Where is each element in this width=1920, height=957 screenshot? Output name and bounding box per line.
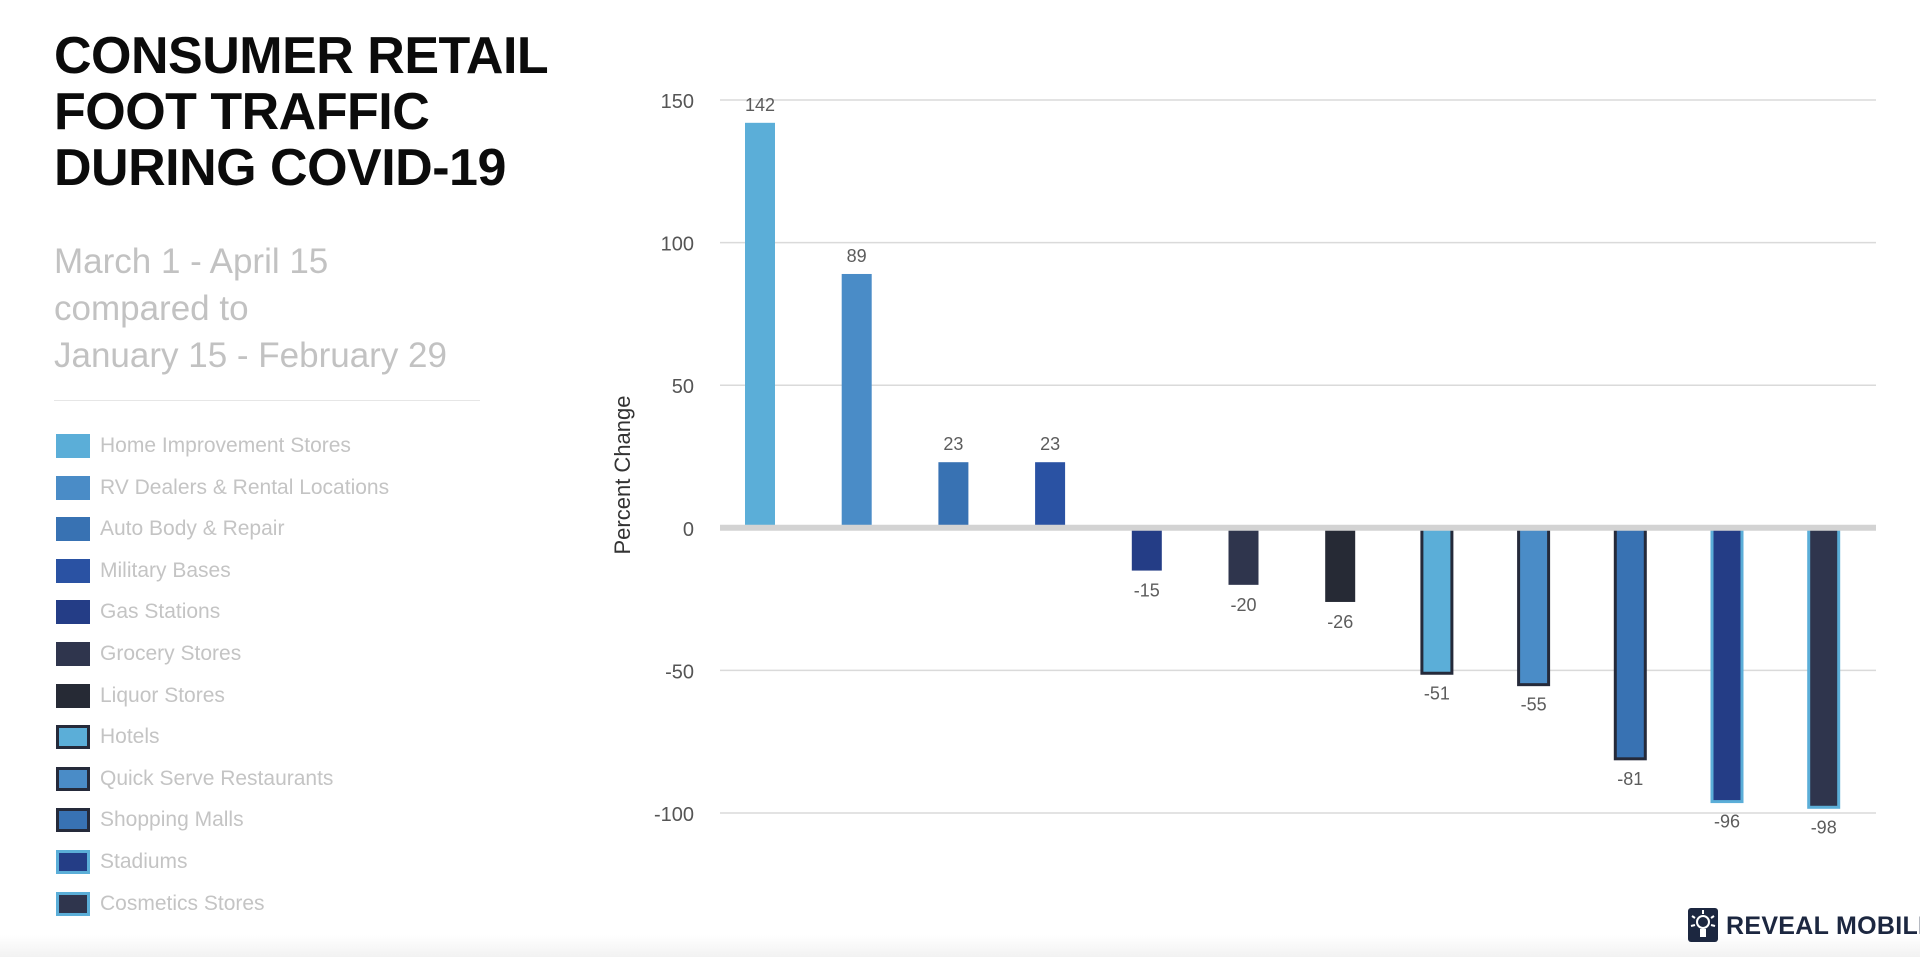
y-tick-label: 50 (672, 376, 694, 398)
bar (938, 462, 969, 528)
legend-swatch (56, 808, 90, 833)
bar (1035, 462, 1066, 528)
legend-item: Military Bases (56, 557, 476, 585)
subtitle-line-1: March 1 - April 15 (54, 242, 329, 281)
y-tick-label: 150 (661, 91, 694, 113)
legend-label: Grocery Stores (100, 642, 242, 665)
legend-label: Auto Body & Repair (100, 517, 285, 541)
legend-swatch (56, 434, 90, 458)
subtitle-line-3: January 15 - February 29 (54, 336, 447, 375)
bar (1325, 527, 1356, 602)
data-label: -26 (1327, 612, 1353, 632)
bar (1131, 527, 1162, 571)
bar (1710, 526, 1744, 804)
legend-swatch (56, 558, 90, 583)
legend-swatch (56, 725, 90, 750)
title-line-2: FOOT TRAFFIC (54, 83, 430, 141)
legend-label: Liquor Stores (100, 683, 225, 707)
legend-item: RV Dealers & Rental Locations (56, 474, 476, 502)
data-label: -15 (1134, 581, 1160, 601)
legend-item: Gas Stations (56, 598, 476, 626)
divider (54, 400, 480, 401)
brand-name: REVEAL MOBILE (1726, 912, 1920, 940)
legend-label: Cosmetics Stores (100, 891, 265, 915)
logo-icon (1688, 908, 1718, 942)
data-label: 89 (847, 246, 867, 266)
data-label: 23 (943, 434, 963, 454)
data-label: -20 (1230, 595, 1256, 615)
data-label: -98 (1811, 817, 1837, 837)
logo-text: REVEAL MOBILE™ (1726, 912, 1920, 940)
bar (1613, 526, 1647, 761)
bar (1807, 526, 1841, 809)
data-label: -55 (1521, 695, 1547, 715)
legend-label: Quick Serve Restaurants (100, 766, 334, 790)
legend-swatch (56, 766, 90, 791)
legend-item: Home Improvement Stores (56, 432, 476, 460)
data-label: -51 (1424, 683, 1450, 703)
legend-label: RV Dealers & Rental Locations (100, 475, 390, 499)
legend-swatch (56, 475, 90, 500)
legend-item: Grocery Stores (56, 640, 476, 668)
legend-label: Hotels (100, 725, 160, 749)
data-label: -96 (1714, 812, 1740, 832)
legend-swatch (56, 683, 90, 708)
legend-item: Hotels (56, 723, 476, 751)
legend-swatch (56, 517, 90, 542)
data-label: 23 (1040, 434, 1060, 454)
bar-chart: 150 100 50 0 -50 -100 142 89 23 23 -15 -20 -26 -51 -55… (610, 91, 1876, 837)
legend-item: Quick Serve Restaurants (56, 765, 476, 793)
legend-item: Stadiums (56, 848, 476, 876)
legend-label: Stadiums (100, 850, 188, 873)
title-line-1: CONSUMER RETAIL (54, 27, 549, 85)
bar (1228, 527, 1259, 585)
y-tick-label: -50 (665, 661, 694, 683)
y-axis-label: Percent Change (610, 396, 635, 555)
legend-swatch (56, 642, 90, 666)
subtitle-line-2: compared to (54, 289, 249, 328)
chart-subtitle: March 1 - April 15 compared to January 1… (54, 238, 514, 379)
data-label: -81 (1617, 769, 1643, 789)
y-tick-label: 0 (683, 519, 694, 541)
chart-title: CONSUMER RETAIL FOOT TRAFFIC DURING COVI… (54, 28, 574, 196)
footer-band (0, 935, 1920, 957)
legend-swatch (56, 891, 90, 916)
legend-item: Auto Body & Repair (56, 515, 476, 543)
bar (841, 273, 872, 528)
legend-label: Home Improvement Stores (100, 434, 351, 457)
bar (1420, 526, 1454, 675)
legend-label: Gas Stations (100, 600, 221, 624)
title-line-3: DURING COVID-19 (54, 139, 506, 197)
bar (745, 122, 775, 528)
legend-swatch (56, 850, 90, 874)
y-tick-label: 100 (661, 234, 694, 256)
data-label: 142 (745, 95, 775, 115)
y-tick-label: -100 (654, 804, 694, 826)
legend-item: Liquor Stores (56, 682, 476, 710)
legend-label: Shopping Malls (100, 808, 244, 832)
legend-swatch (56, 600, 90, 625)
bar (1517, 526, 1551, 687)
legend-item: Cosmetics Stores (56, 890, 476, 918)
legend-label: Military Bases (100, 558, 231, 582)
legend-item: Shopping Malls (56, 806, 476, 834)
